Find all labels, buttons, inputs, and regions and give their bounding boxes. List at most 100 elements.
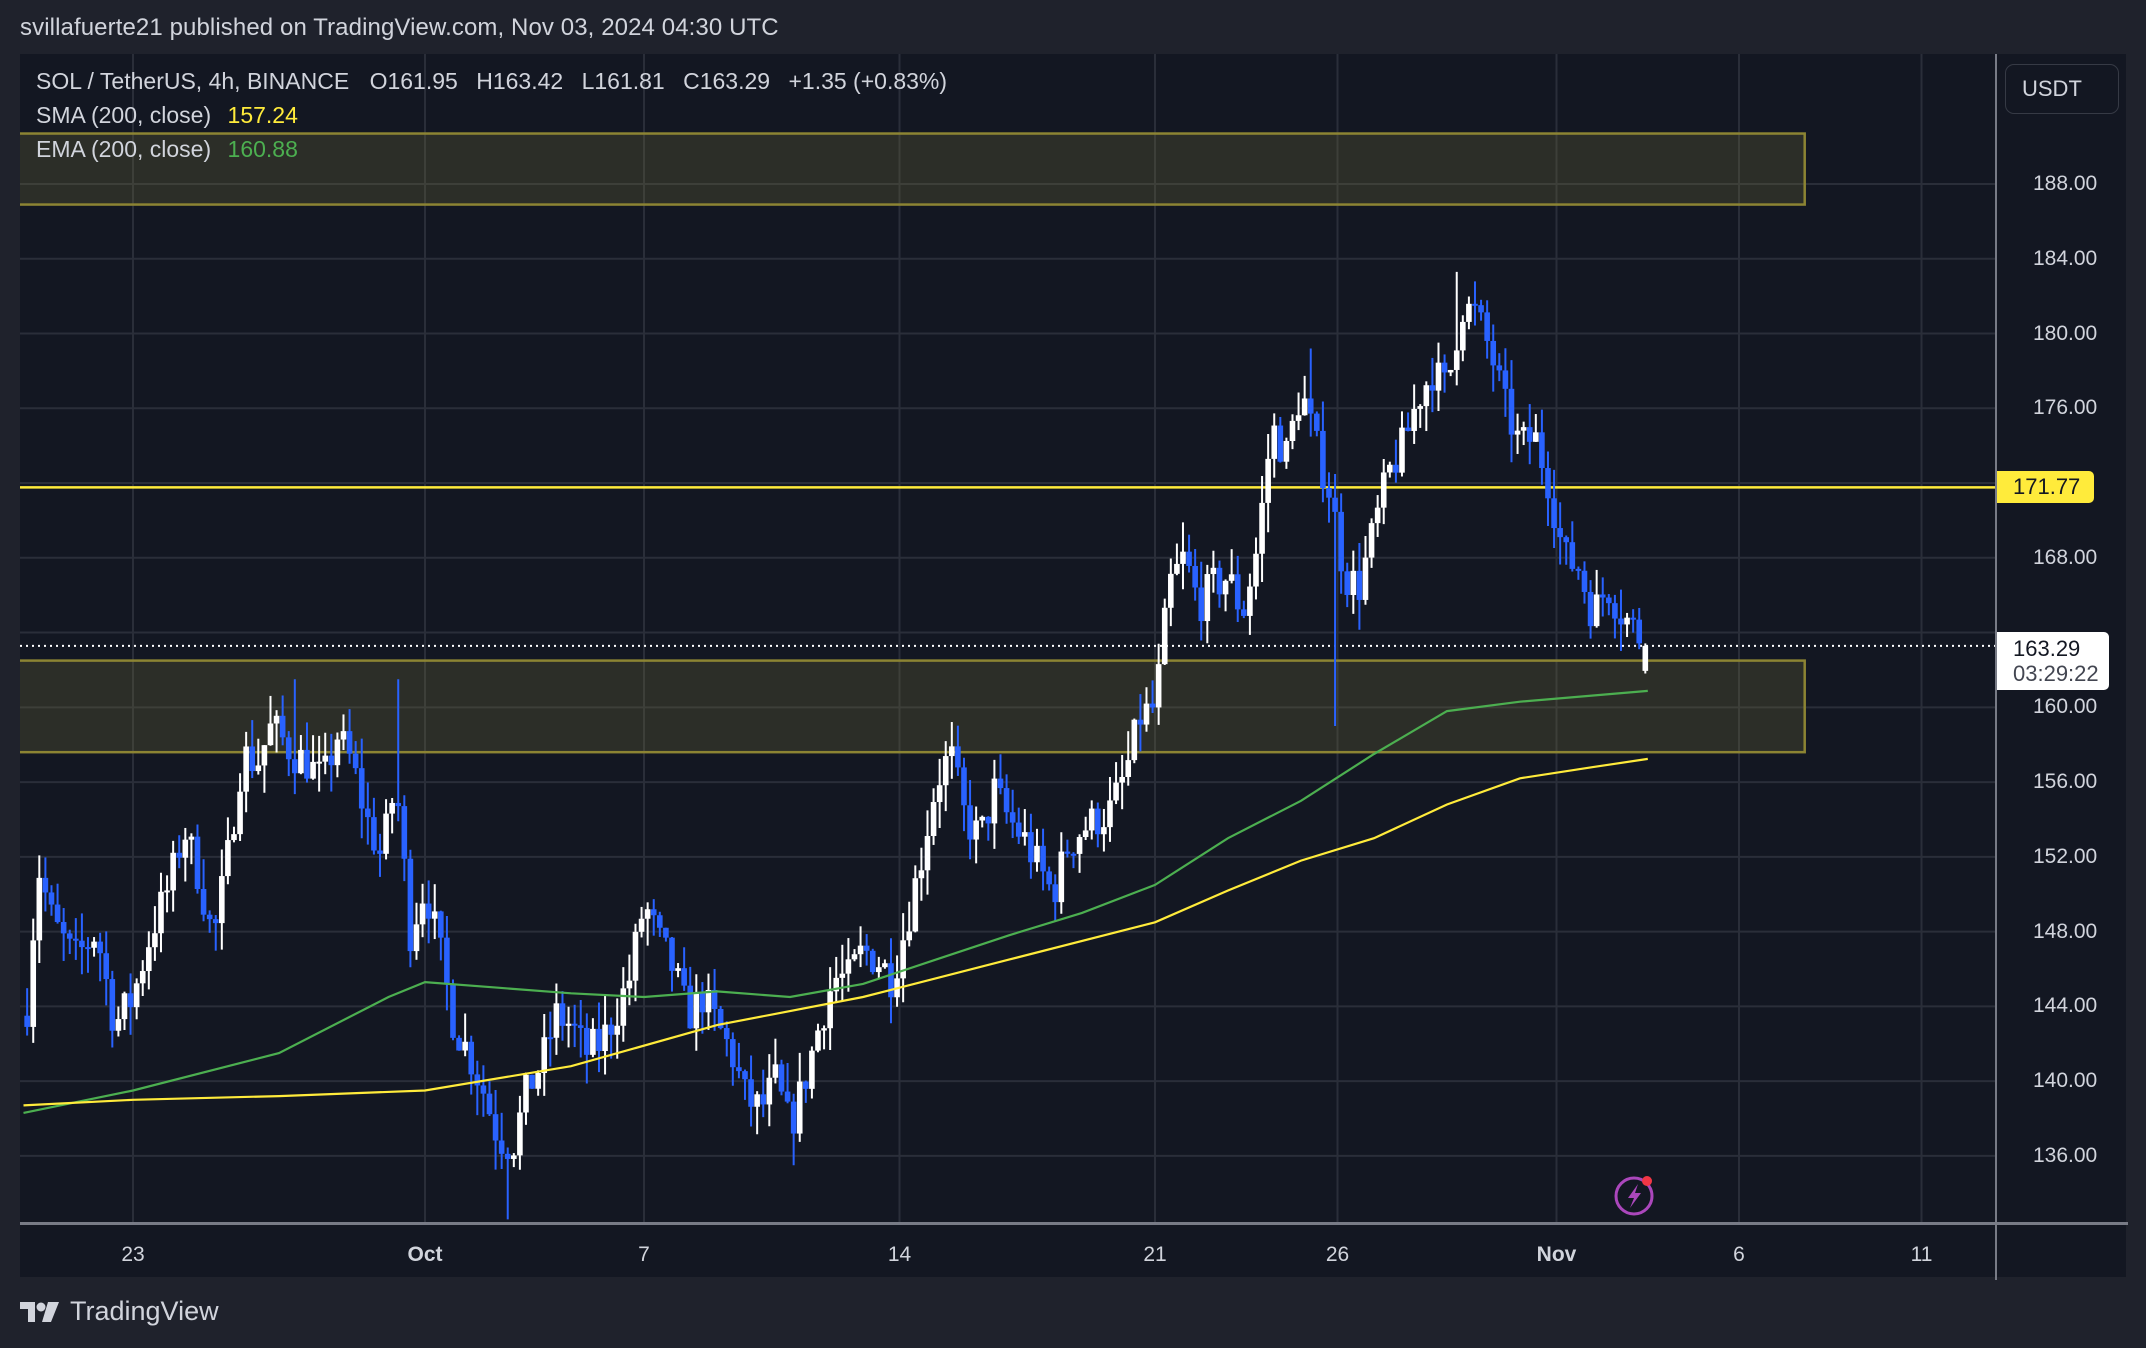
candle-down [194,836,201,889]
candle-down [1070,853,1077,856]
chart-pane[interactable]: SOL / TetherUS, 4h, BINANCE O161.95 H163… [20,54,1995,1222]
candle-up [340,731,347,740]
candle-down [955,746,961,768]
candle-up [1088,808,1095,831]
candle-up [322,755,329,762]
tradingview-brand[interactable]: TradingView [20,1296,219,1327]
candle-down [1040,845,1046,872]
candle-up [1593,594,1600,627]
support-zone [20,659,1806,754]
candle-down [66,933,73,939]
high-value: H163.42 [476,68,564,94]
candle-up [1399,427,1405,473]
price-tick: 148.00 [2033,919,2098,943]
candle-down [1137,719,1144,725]
candle-down [54,904,61,923]
candle-down [1028,832,1034,863]
candle-down [279,715,286,738]
candle-up [1380,472,1387,508]
candle-up [1624,617,1630,625]
candle-down [1046,871,1052,885]
price-axis[interactable]: USDT 188.00 184.00 180.00 176.00 168.00 160.0… [1995,54,2128,1222]
candle-up [115,1019,122,1031]
legend-sma-row[interactable]: SMA (200, close) 157.24 [36,98,959,132]
candle-up [1259,502,1265,554]
legend-ema-row[interactable]: EMA (200, close) 160.88 [36,132,959,166]
candle-down [1472,303,1478,306]
candle-up [310,761,316,779]
candle-up [924,836,931,871]
candle-down [1496,365,1503,371]
candle-down [1612,603,1618,619]
candle-up [900,940,906,979]
candle-down [1441,362,1448,373]
candle-up [243,746,249,792]
candle-down [1344,571,1351,595]
candle-up [1247,586,1253,616]
candle-down [1563,537,1570,543]
price-tick: 176.00 [2033,396,2098,420]
candle-up [1082,830,1089,838]
candle-up [1423,385,1430,407]
sma-200-line [23,757,1648,1107]
candle-down [1526,427,1533,442]
candle-down [1314,413,1320,431]
candle-up [626,980,633,989]
candle-down [1009,812,1016,823]
candle-up [1155,664,1162,708]
legend-symbol-row: SOL / TetherUS, 4h, BINANCE O161.95 H163… [36,64,959,98]
candle-down [352,753,359,769]
candle-up [839,973,846,978]
candle-up [796,1081,803,1134]
candle-down [407,858,414,952]
candle-down [1557,528,1563,538]
candle-up [632,931,639,981]
time-tick: 23 [121,1243,145,1266]
low-value: L161.81 [581,68,665,94]
candle-up [1374,507,1381,524]
candle-up [1301,398,1308,416]
symbol-info[interactable]: SOL / TetherUS, 4h, BINANCE [36,68,350,94]
candle-down [1539,432,1545,469]
candle-down [790,1101,797,1134]
ema-label: EMA (200, close) [36,136,212,162]
currency-button[interactable]: USDT [2005,64,2119,114]
candle-up [182,839,189,858]
last-price: 163.29 [2013,635,2081,661]
candle-down [1332,497,1338,512]
candle-down [285,737,292,760]
candle-down [127,993,134,1008]
candle-down [571,1023,578,1026]
candle-down [1606,597,1612,604]
change-value: +1.35 (+0.83%) [788,68,948,94]
candle-up [772,1064,779,1078]
candle-down [778,1064,785,1092]
candle-down [784,1091,791,1102]
candle-up [334,739,341,766]
tradingview-logo-icon [20,1301,59,1322]
price-tick: 136.00 [2033,1143,2098,1167]
candle-up [91,941,97,948]
candle-down [504,1153,511,1159]
candle-down [492,1114,499,1141]
brand-name: TradingView [70,1296,219,1326]
time-tick: 7 [638,1243,650,1266]
candle-up [219,876,225,924]
candle-down [1393,464,1399,473]
candle-down [206,914,213,920]
candle-down [888,963,894,998]
candle-down [596,1028,602,1051]
candle-up [1058,851,1065,903]
candle-down [584,1027,590,1055]
candle-down [1636,619,1643,644]
candle-down [663,927,669,938]
candle-down [1326,487,1332,498]
time-tick: 6 [1733,1243,1745,1266]
candle-up [30,940,37,1027]
time-axis[interactable]: 23 Oct 7 14 21 26 Nov 6 11 [20,1222,1995,1280]
candle-down [730,1039,736,1068]
candle-down [358,768,365,809]
candle-up [164,890,170,893]
candle-down [395,802,402,807]
candle-up [949,746,955,757]
